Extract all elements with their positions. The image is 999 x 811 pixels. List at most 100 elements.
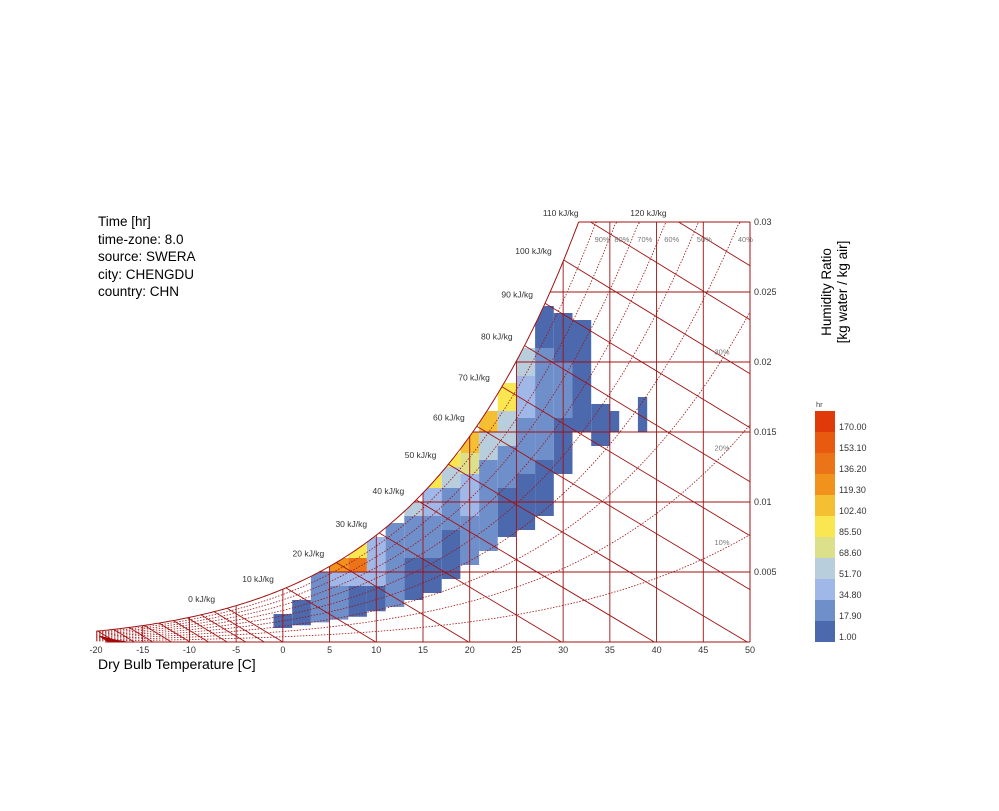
legend-swatch [815,600,835,621]
x-tick-label: 15 [418,645,428,655]
x-tick-label: 30 [558,645,568,655]
heatmap-cell [497,411,517,446]
grid [95,221,751,643]
heatmap-cell [385,572,405,607]
legend-value: 136.20 [839,464,867,474]
heatmap-cell [637,397,648,432]
relative-humidity-curves: 90% 80% 70% 60% 50% 40% 30% 20% 10% [95,221,753,642]
legend: hr 170.00 153.10 136.20 119.30 102.40 85.50 68.… [815,400,867,642]
y-tick-label: 0.025 [754,287,777,297]
info-timezone: time-zone: 8.0 [98,231,184,247]
heatmap-cells [273,306,648,628]
heatmap-cell [441,467,461,488]
heatmap-cell [404,516,423,558]
info-source: source: SWERA [98,249,196,264]
x-tick-label: -10 [183,645,196,655]
legend-value: 153.10 [839,443,867,453]
legend-swatch [815,516,835,537]
enthalpy-line [158,622,191,643]
legend-value: 85.50 [839,527,862,537]
y-tick-label: 0.01 [754,497,772,507]
heatmap-cell [479,460,498,502]
enthalpy-line [335,562,469,643]
heatmap-cell [385,523,405,544]
enthalpy-label: 70 kJ/kg [458,373,490,383]
heatmap-cell [329,586,349,620]
rh-label: 20% [714,444,729,453]
heatmap-cell [479,432,498,460]
x-tick-label: 35 [605,645,615,655]
heatmap-cell [329,572,349,586]
legend-value: 17.90 [839,611,862,621]
heatmap-cell [572,376,592,432]
legend-swatch [815,558,835,579]
legend-title: hr [816,400,823,409]
legend-swatch [815,495,835,516]
heatmap-cell [535,306,554,348]
enthalpy-label: 50 kJ/kg [405,450,437,460]
rh-label: 30% [714,348,729,357]
heatmap-cell [535,348,554,404]
saturation-curve [95,221,580,632]
x-axis-label: Dry Bulb Temperature [C] [98,656,256,672]
y-tick-label: 0.005 [754,567,777,577]
enthalpy-label: 20 kJ/kg [293,549,325,559]
x-tick-label: 5 [327,645,332,655]
rh-curve [95,221,641,635]
enthalpy-line [200,614,246,643]
axis-labels: -20 -15 -10 -5 0 5 10 15 20 25 30 35 40 45 50 0.005 0.01… [89,217,776,655]
enthalpy-line [448,463,748,643]
heatmap-cell [385,544,405,572]
legend-value: 119.30 [839,485,866,495]
x-tick-label: 45 [698,645,708,655]
heatmap-cell [310,586,330,623]
y-tick-label: 0.03 [754,217,772,227]
rh-label: 10% [714,538,729,547]
legend-swatch [815,621,835,642]
enthalpy-line [285,587,376,643]
info-country: country: CHN [98,284,180,299]
rh-label: 90% [595,235,610,244]
x-tick-label: 10 [371,645,381,655]
legend-value: 102.40 [839,506,867,516]
heatmap-cell [404,558,423,600]
heatmap-cell [497,383,517,411]
rh-curve [95,424,751,641]
legend-swatch [815,453,835,474]
enthalpy-label: 90 kJ/kg [501,289,533,299]
x-tick-label: 0 [280,645,285,655]
rh-curve [95,221,618,634]
heatmap-cell [591,404,610,446]
x-tick-label: -20 [89,645,102,655]
enthalpy-line [501,386,751,537]
heatmap-cell [516,418,536,474]
heatmap-cell [348,572,367,586]
info-city: city: CHENGDU [98,266,195,282]
heatmap-cell [609,411,620,432]
enthalpy-line [415,499,655,643]
enthalpy-line [524,345,751,483]
enthalpy-label: 10 kJ/kg [242,574,274,584]
enthalpy-line [476,425,751,590]
heatmap-cell [572,320,592,376]
enthalpy-label: 0 kJ/kg [188,594,215,604]
legend-swatch [815,579,835,600]
heatmap-cell [441,488,461,530]
legend-value: 170.00 [839,422,867,432]
chart-info: Time [hr] time-zone: 8.0 source: SWERA c… [98,213,196,301]
heatmap-cell [516,376,536,418]
enthalpy-line [378,532,562,643]
legend-swatch [815,411,835,432]
legend-value: 34.80 [839,590,862,600]
legend-swatch [815,432,835,453]
heatmap-cell [535,460,554,516]
enthalpy-label: 60 kJ/kg [433,412,465,422]
x-tick-label: -5 [232,645,240,655]
enthalpy-line [590,221,751,321]
heatmap-cell [348,558,367,572]
y-tick-label: 0.02 [754,357,772,367]
enthalpy-label: 80 kJ/kg [481,332,513,342]
rh-curve [95,221,599,633]
heatmap-cell [497,446,517,488]
y-axis-label: Humidity Ratio [kg water / kg air] [819,232,851,352]
